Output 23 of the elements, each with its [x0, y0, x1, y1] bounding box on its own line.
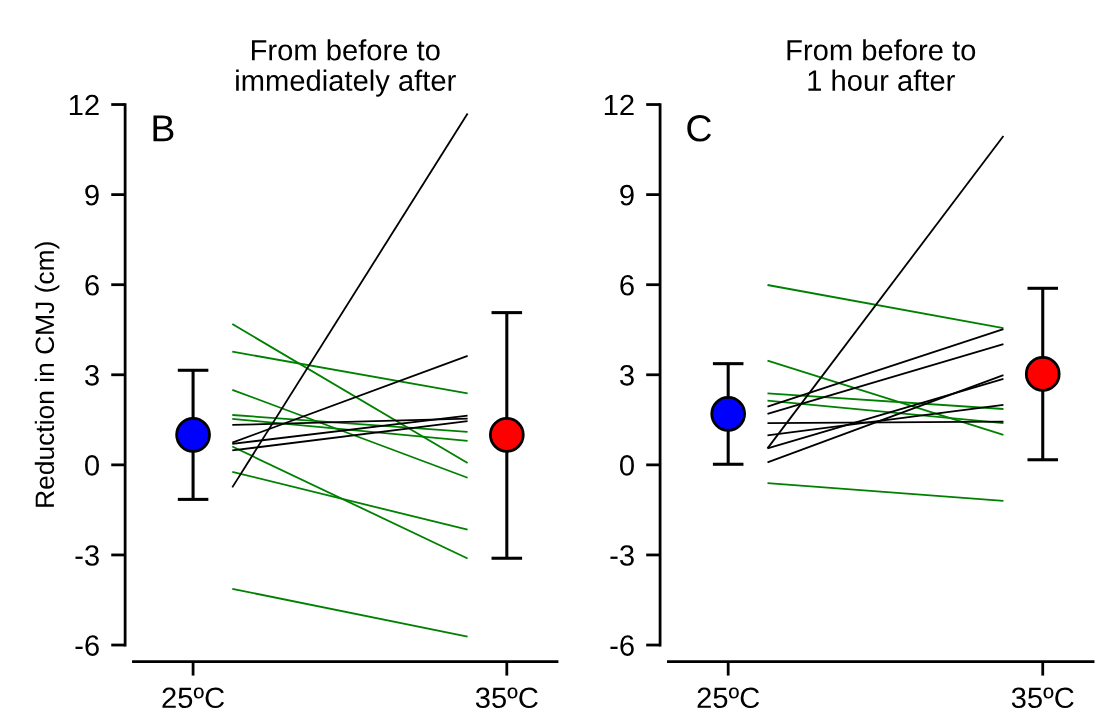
y-tick-label: 12: [604, 94, 634, 116]
x-tick-label: 25ºC: [697, 687, 760, 709]
text: B: [153, 115, 174, 142]
x-tick-label: 35ºC: [475, 687, 538, 709]
annotation: C: [687, 115, 712, 142]
y-tick-label: 6: [85, 274, 99, 296]
y-tick-label: 9: [620, 184, 634, 206]
y-tick-label: 3: [619, 364, 634, 386]
y-axis-title: Reduction in CMJ (cm): [34, 242, 60, 507]
x-tick-label: 25ºC: [162, 687, 225, 709]
y-tick-label: 9: [85, 184, 99, 206]
y-tick-label: 12: [69, 94, 99, 116]
y-tick-label: 6: [620, 274, 634, 296]
y-tick-label: -6: [75, 635, 99, 656]
y-tick-label: 3: [85, 364, 99, 386]
y-tick-label: -6: [610, 635, 634, 656]
y-tick-label: -3: [75, 545, 99, 566]
chart-title: From before to immediately after: [236, 39, 456, 97]
y-tick-label: 0: [620, 455, 634, 476]
y-tick-label: 0: [85, 455, 99, 476]
y-tick-label: -3: [610, 545, 634, 566]
x-tick-label: 35ºC: [1011, 687, 1074, 709]
chart-title: From before to 1 hour after: [787, 39, 976, 91]
